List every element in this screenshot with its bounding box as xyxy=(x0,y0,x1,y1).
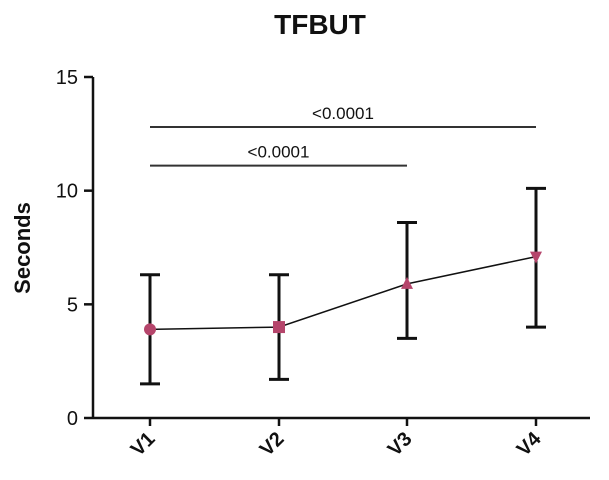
data-point xyxy=(273,321,285,334)
x-tick-label: V1 xyxy=(127,428,160,461)
x-tick-label: V4 xyxy=(513,427,546,460)
data-point xyxy=(144,323,156,336)
y-tick-label: 15 xyxy=(56,67,78,89)
significance-label: <0.0001 xyxy=(312,104,374,123)
y-tick-label: 5 xyxy=(67,294,78,316)
series-line xyxy=(149,255,537,331)
y-axis-label: Seconds xyxy=(10,202,35,294)
data-point xyxy=(401,276,413,289)
y-tick-label: 0 xyxy=(67,408,78,430)
y-tick-label: 10 xyxy=(56,181,78,203)
chart-title: TFBUT xyxy=(274,9,366,40)
plot-area: 0 5 10 15 V1 V2 V3 V4 <0.0001 <0.0001 xyxy=(56,67,590,461)
x-tick-label: V3 xyxy=(384,428,417,461)
x-tick-label: V2 xyxy=(256,428,289,461)
data-point xyxy=(530,251,542,264)
significance-label: <0.0001 xyxy=(248,143,310,162)
